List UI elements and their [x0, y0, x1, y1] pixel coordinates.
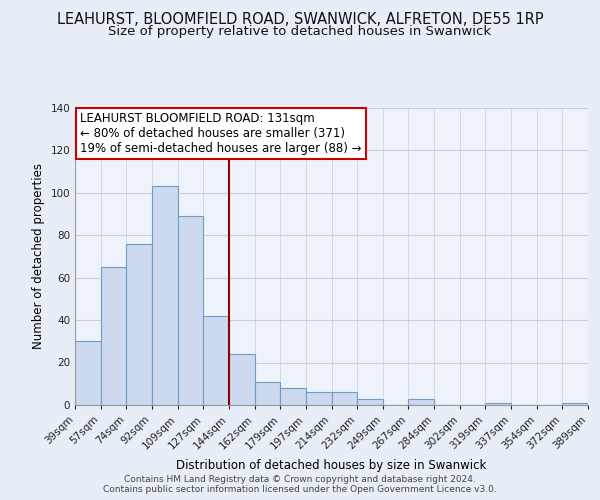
Text: LEAHURST BLOOMFIELD ROAD: 131sqm
← 80% of detached houses are smaller (371)
19% : LEAHURST BLOOMFIELD ROAD: 131sqm ← 80% o… — [80, 112, 362, 155]
X-axis label: Distribution of detached houses by size in Swanwick: Distribution of detached houses by size … — [176, 459, 487, 472]
Text: LEAHURST, BLOOMFIELD ROAD, SWANWICK, ALFRETON, DE55 1RP: LEAHURST, BLOOMFIELD ROAD, SWANWICK, ALF… — [56, 12, 544, 28]
Bar — [75, 341, 101, 405]
Bar — [409, 398, 434, 405]
Bar — [101, 267, 127, 405]
Text: Contains HM Land Registry data © Crown copyright and database right 2024.: Contains HM Land Registry data © Crown c… — [124, 475, 476, 484]
Bar — [152, 186, 178, 405]
Bar — [127, 244, 152, 405]
Text: Size of property relative to detached houses in Swanwick: Size of property relative to detached ho… — [109, 25, 491, 38]
Bar — [229, 354, 254, 405]
Bar — [254, 382, 280, 405]
Bar — [280, 388, 306, 405]
Y-axis label: Number of detached properties: Number of detached properties — [32, 163, 45, 350]
Bar — [178, 216, 203, 405]
Text: Contains public sector information licensed under the Open Government Licence v3: Contains public sector information licen… — [103, 485, 497, 494]
Bar — [562, 403, 588, 405]
Bar — [203, 316, 229, 405]
Bar — [331, 392, 357, 405]
Bar — [357, 398, 383, 405]
Bar — [485, 403, 511, 405]
Bar — [306, 392, 331, 405]
